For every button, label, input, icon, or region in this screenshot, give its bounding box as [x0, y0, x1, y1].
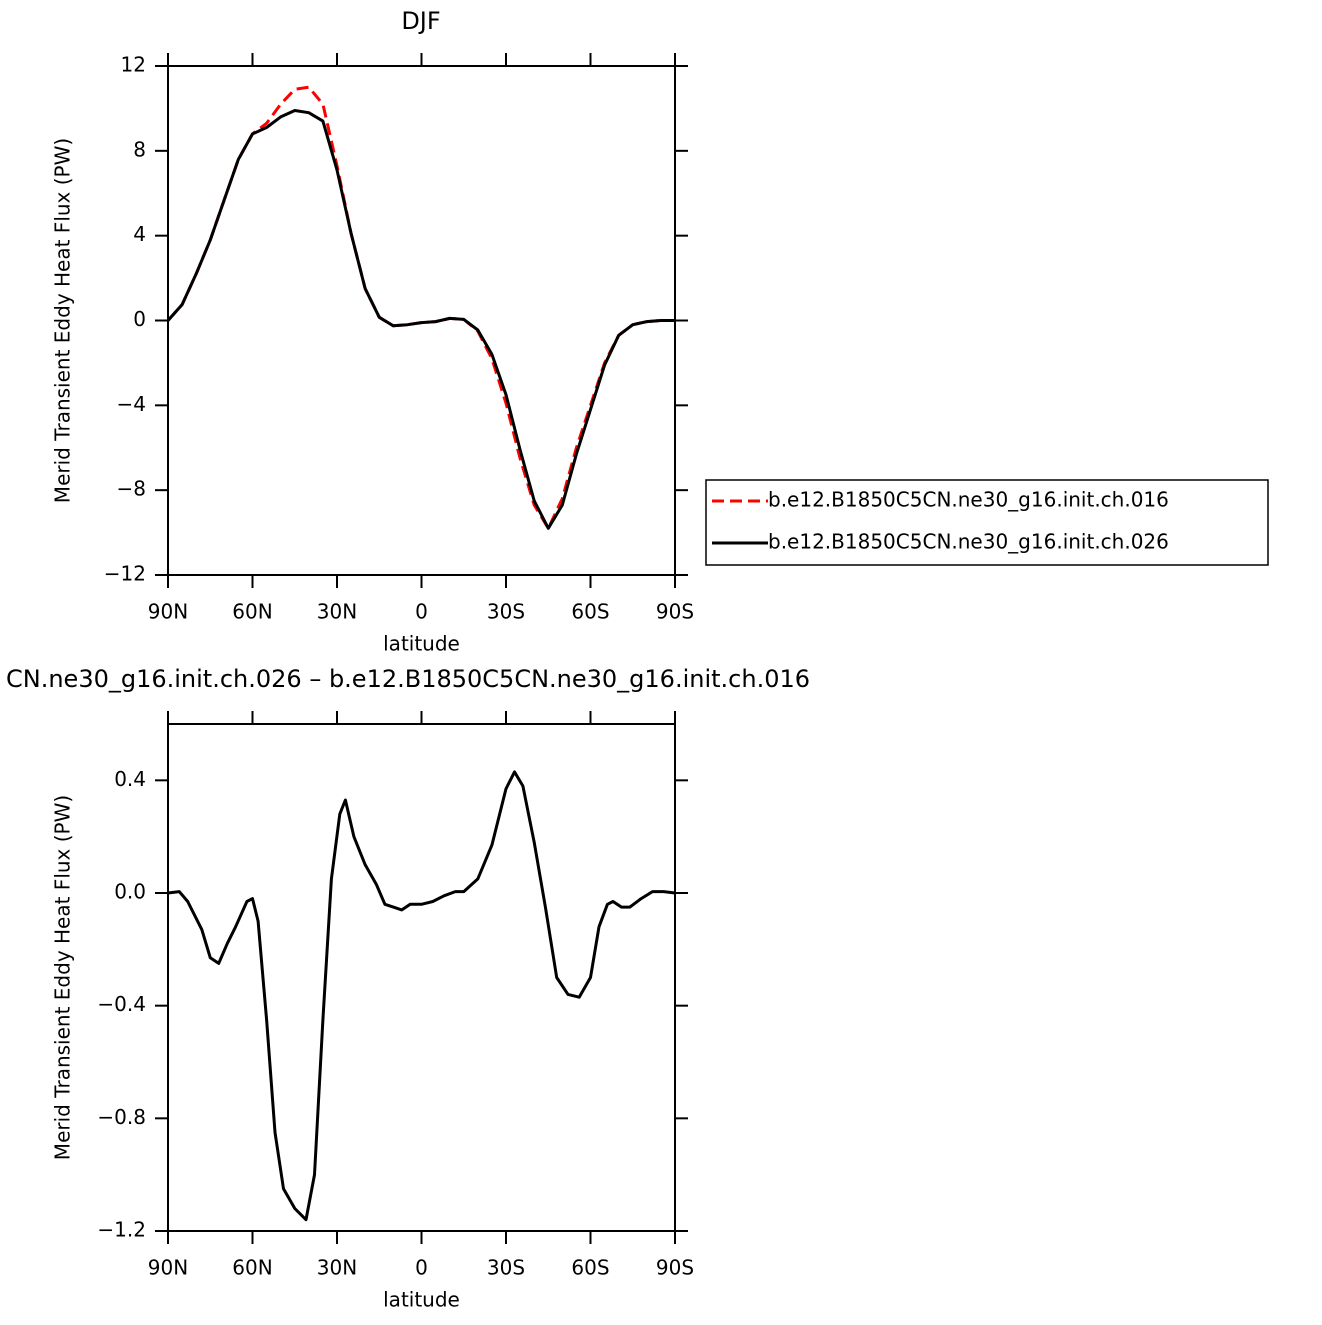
y-tick-label: 0.0	[114, 880, 146, 904]
y-tick-label: −8	[117, 477, 146, 501]
x-tick-label: 60S	[571, 600, 609, 624]
x-tick-label: 30N	[317, 1256, 357, 1280]
chart-title: DJF	[401, 7, 440, 35]
x-axis-label: latitude	[383, 1288, 460, 1312]
x-tick-label: 30S	[487, 600, 525, 624]
x-tick-label: 90S	[656, 600, 694, 624]
legend-label: b.e12.B1850C5CN.ne30_g16.init.ch.016	[768, 488, 1169, 512]
y-tick-label: 0.4	[114, 767, 146, 791]
x-axis-label: latitude	[383, 632, 460, 656]
x-tick-label: 60N	[232, 1256, 272, 1280]
x-tick-label: 30N	[317, 600, 357, 624]
chart-title: CN.ne30_g16.init.ch.026 – b.e12.B1850C5C…	[6, 665, 810, 693]
x-tick-label: 0	[415, 1256, 428, 1280]
x-tick-label: 30S	[487, 1256, 525, 1280]
plot-frame	[167, 723, 676, 1232]
y-tick-label: 8	[133, 137, 146, 161]
y-tick-label: 0	[133, 307, 146, 331]
x-tick-label: 60S	[571, 1256, 609, 1280]
y-axis-label: Merid Transient Eddy Heat Flux (PW)	[51, 138, 75, 503]
y-tick-label: −0.4	[97, 992, 146, 1016]
plot-frame	[167, 65, 676, 576]
y-tick-label: −1.2	[97, 1218, 146, 1242]
x-tick-label: 60N	[232, 600, 272, 624]
y-tick-label: −4	[117, 392, 146, 416]
y-tick-label: 12	[121, 53, 146, 77]
legend-box	[705, 479, 1269, 566]
y-axis-label: Merid Transient Eddy Heat Flux (PW)	[51, 795, 75, 1160]
data-line	[166, 85, 675, 530]
x-tick-label: 90N	[148, 600, 188, 624]
legend-label: b.e12.B1850C5CN.ne30_g16.init.ch.026	[768, 530, 1169, 554]
x-tick-label: 0	[415, 600, 428, 624]
x-tick-label: 90S	[656, 1256, 694, 1280]
y-tick-label: −12	[104, 562, 146, 586]
data-line	[167, 770, 676, 1222]
x-tick-label: 90N	[148, 1256, 188, 1280]
data-line	[166, 109, 675, 530]
y-tick-label: 4	[133, 222, 146, 246]
y-tick-label: −0.8	[97, 1105, 146, 1129]
